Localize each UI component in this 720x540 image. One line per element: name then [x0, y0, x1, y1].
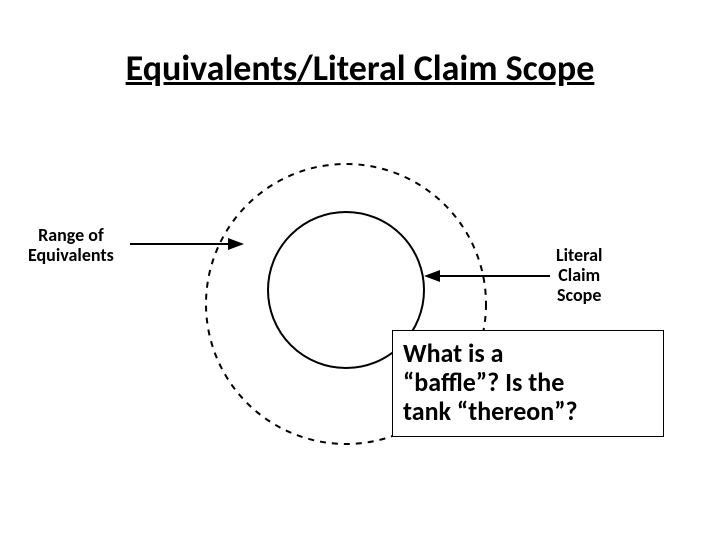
callout-line1: What is a — [403, 337, 503, 369]
label-literal-line2: Claim — [558, 264, 600, 286]
label-literal: Literal Claim Scope — [556, 246, 602, 305]
label-equivalents: Range of Equivalents — [28, 226, 114, 266]
arrow-equivalents — [130, 238, 244, 250]
label-literal-line3: Scope — [557, 284, 601, 306]
label-equivalents-line2: Equivalents — [28, 244, 114, 266]
callout-box: What is a “baffle”? Is the tank “thereon… — [392, 330, 664, 437]
label-literal-line1: Literal — [556, 244, 602, 266]
slide-stage: Equivalents/Literal Claim Scope Range of… — [0, 0, 720, 540]
scope-diagram — [0, 0, 720, 540]
callout-line3: tank “thereon”? — [403, 395, 578, 427]
label-equivalents-line1: Range of — [38, 224, 104, 246]
arrow-literal — [424, 270, 550, 282]
callout-line2: “baffle”? Is the — [403, 366, 564, 398]
